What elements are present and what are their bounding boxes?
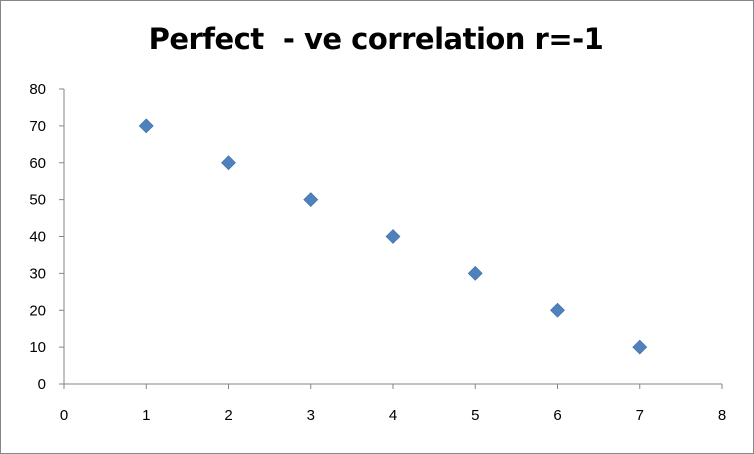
y-axis-ticks: 0 10 20 30 40 50 60 70 80 [29,81,64,393]
data-point-marker [632,339,648,355]
data-point-marker [467,265,483,281]
y-tick-label: 70 [29,118,46,135]
data-point-marker [138,118,154,134]
y-tick-label: 0 [38,376,46,393]
data-point-marker [221,155,236,171]
x-tick-label: 7 [636,407,644,424]
x-tick-label: 0 [60,407,68,424]
data-point-marker [550,302,565,318]
y-tick-label: 30 [29,265,46,282]
x-tick-label: 3 [307,407,315,424]
y-tick-label: 10 [29,339,46,356]
data-point-marker [385,229,401,244]
x-tick-label: 1 [142,407,150,424]
y-tick-label: 40 [29,229,46,246]
x-tick-label: 2 [224,407,232,424]
y-tick-label: 50 [29,192,46,209]
x-tick-label: 5 [471,407,479,424]
x-tick-label: 8 [718,407,726,424]
data-points [138,118,648,355]
y-tick-label: 20 [29,302,46,319]
x-axis-ticks: 0 1 2 3 4 5 6 7 8 [60,384,726,424]
data-point-marker [303,192,319,208]
y-tick-label: 60 [29,155,46,172]
y-tick-label: 80 [29,81,46,98]
x-tick-label: 6 [553,407,561,424]
x-tick-label: 4 [389,407,397,424]
chart-title: Perfect - ve correlation r=-1 [148,22,604,56]
